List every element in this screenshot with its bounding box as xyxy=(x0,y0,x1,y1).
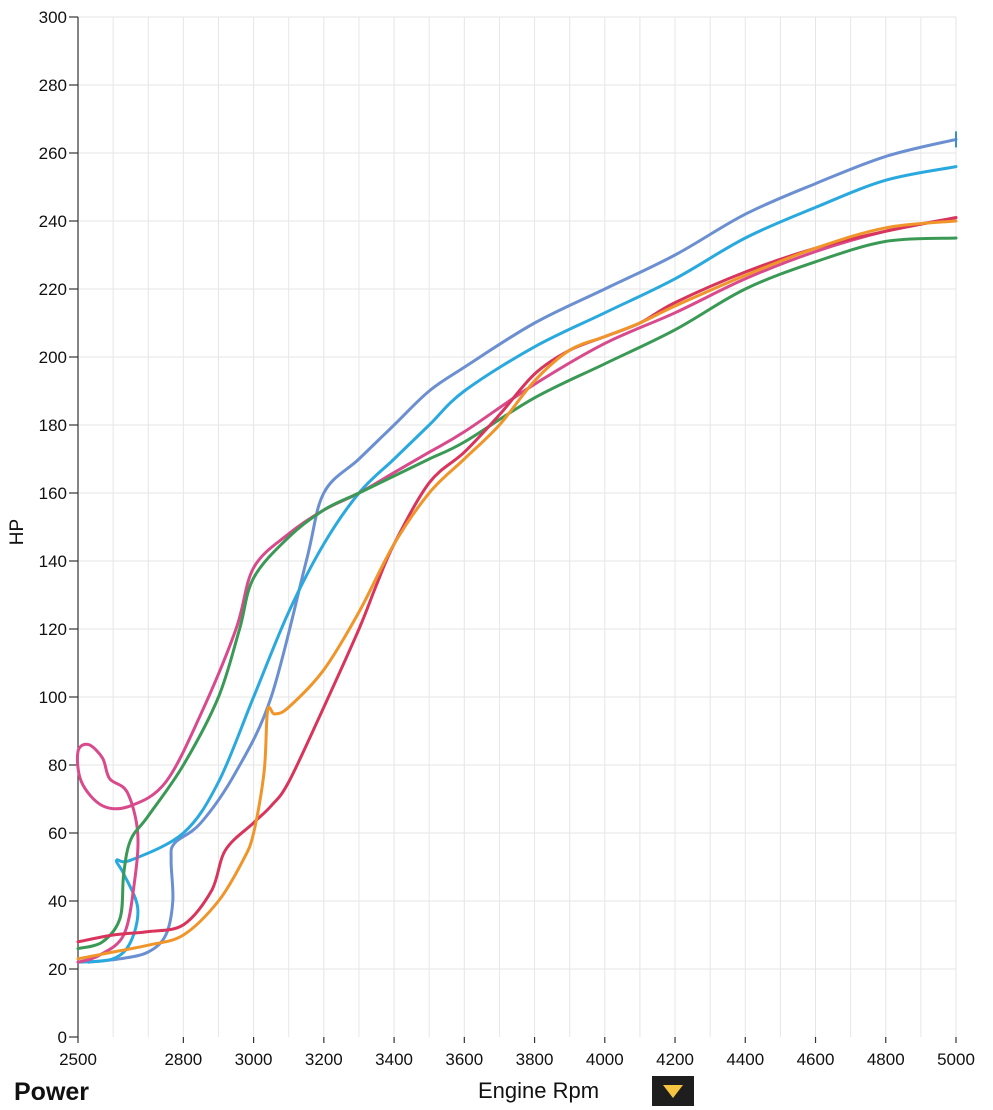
y-tick-label: 40 xyxy=(48,892,67,911)
x-tick-label: 4800 xyxy=(867,1050,905,1069)
grid xyxy=(78,16,957,1037)
series-lines xyxy=(75,131,958,964)
y-tick-label: 280 xyxy=(39,76,67,95)
y-tick-label: 240 xyxy=(39,212,67,231)
x-tick-label: 3600 xyxy=(445,1050,483,1069)
x-tick-label: 2500 xyxy=(59,1050,97,1069)
x-tick-label: 4200 xyxy=(656,1050,694,1069)
x-tick-label: 3400 xyxy=(375,1050,413,1069)
y-tick-label: 0 xyxy=(58,1028,67,1047)
y-tick-label: 220 xyxy=(39,280,67,299)
x-tick-label: 3800 xyxy=(516,1050,554,1069)
y-tick-label: 140 xyxy=(39,552,67,571)
y-tick-label: 160 xyxy=(39,484,67,503)
panel-title: Power xyxy=(14,1078,90,1106)
x-tick-label: 4600 xyxy=(797,1050,835,1069)
x-tick-label: 4400 xyxy=(726,1050,764,1069)
y-tick-label: 120 xyxy=(39,620,67,639)
y-axis-label: HP xyxy=(7,519,28,545)
series-line-2 xyxy=(76,165,958,964)
rpm-dropdown-button[interactable] xyxy=(652,1076,694,1106)
series-line-1 xyxy=(87,137,958,964)
x-tick-label: 3000 xyxy=(235,1050,273,1069)
series-line-3 xyxy=(75,216,958,964)
y-tick-label: 20 xyxy=(48,960,67,979)
series-line-6 xyxy=(76,219,958,961)
x-tick-label: 4000 xyxy=(586,1050,624,1069)
x-tick-label: 2800 xyxy=(164,1050,202,1069)
y-tick-label: 100 xyxy=(39,688,67,707)
tick-labels: 0 20 40 60 80 100 120 140 160 180 200 220 240 260 280 3… xyxy=(39,8,975,1069)
y-tick-label: 60 xyxy=(48,824,67,843)
x-axis-label: Engine Rpm xyxy=(478,1078,600,1103)
axes xyxy=(69,16,957,1043)
y-tick-label: 260 xyxy=(39,144,67,163)
chevron-down-icon xyxy=(663,1085,683,1098)
x-tick-label: 5000 xyxy=(937,1050,975,1069)
x-tick-label: 3200 xyxy=(305,1050,343,1069)
y-tick-label: 200 xyxy=(39,348,67,367)
series-line-4 xyxy=(76,236,958,951)
y-tick-label: 80 xyxy=(48,756,67,775)
y-tick-label: 300 xyxy=(39,8,67,27)
y-tick-label: 180 xyxy=(39,416,67,435)
